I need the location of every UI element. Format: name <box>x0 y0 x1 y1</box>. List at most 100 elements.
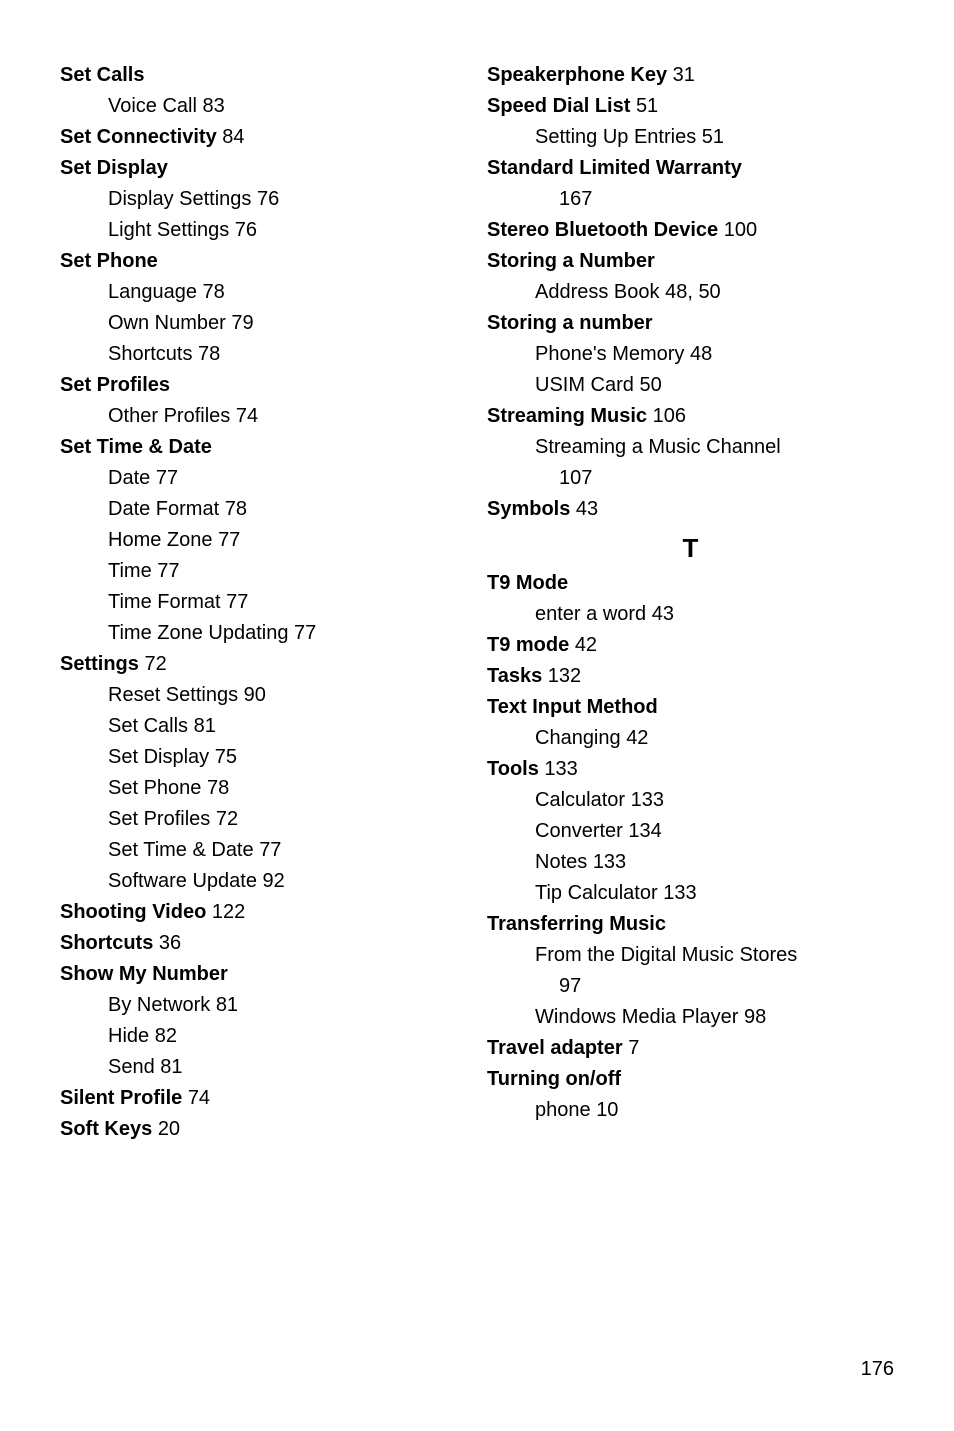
index-sub-entry: enter a word 43 <box>487 599 894 630</box>
index-entry-text: Symbols <box>487 498 570 520</box>
index-sub-entry: Tip Calculator 133 <box>487 878 894 909</box>
index-page-ref[interactable]: 83 <box>203 91 225 122</box>
index-page-ref[interactable]: 51 <box>702 122 724 153</box>
index-page-ref[interactable]: 78 <box>207 773 229 804</box>
index-entry-text: Transferring Music <box>487 913 666 935</box>
index-entry-text: Hide <box>108 1021 149 1052</box>
index-page-ref[interactable]: 20 <box>158 1118 180 1140</box>
index-continuation: 97 <box>487 971 894 1002</box>
index-entry-text: Shortcuts <box>60 932 153 954</box>
index-page-ref[interactable]: 72 <box>144 653 166 675</box>
index-page-ref[interactable]: 134 <box>628 816 661 847</box>
index-page-ref[interactable]: 43 <box>652 599 674 630</box>
index-entry-text: Storing a number <box>487 312 653 334</box>
index-sub-entry: Send 81 <box>60 1052 467 1083</box>
index-entry-text: enter a word <box>535 599 646 630</box>
index-page-ref[interactable]: 133 <box>631 785 664 816</box>
index-page-ref[interactable]: 133 <box>663 878 696 909</box>
index-sub-entry: Software Update 92 <box>60 866 467 897</box>
index-page-ref[interactable]: 81 <box>194 711 216 742</box>
index-head-entry: T9 Mode <box>487 568 894 599</box>
index-entry-text: Notes <box>535 847 587 878</box>
index-page-ref[interactable]: 78 <box>225 494 247 525</box>
index-page-ref[interactable]: 133 <box>593 847 626 878</box>
index-page-ref[interactable]: 77 <box>226 587 248 618</box>
index-page-ref[interactable]: 84 <box>222 126 244 148</box>
index-head-entry: Storing a number <box>487 308 894 339</box>
index-entry-text: Phone's Memory <box>535 339 684 370</box>
index-sub-entry: Set Profiles 72 <box>60 804 467 835</box>
index-page-ref[interactable]: 43 <box>576 498 598 520</box>
section-letter: T <box>487 533 894 564</box>
index-sub-entry: Time 77 <box>60 556 467 587</box>
index-head-entry: Storing a Number <box>487 246 894 277</box>
index-page-ref[interactable]: 78 <box>203 277 225 308</box>
index-entry-text: Set Phone <box>60 250 158 272</box>
index-head-entry: Streaming Music 106 <box>487 401 894 432</box>
index-sub-entry: By Network 81 <box>60 990 467 1021</box>
index-head-entry: Set Display <box>60 153 467 184</box>
index-head-entry: Text Input Method <box>487 692 894 723</box>
index-entry-text: Converter <box>535 816 623 847</box>
index-head-entry: Soft Keys 20 <box>60 1114 467 1145</box>
index-sub-entry: Language 78 <box>60 277 467 308</box>
index-sub-entry: Reset Settings 90 <box>60 680 467 711</box>
index-page-ref[interactable]: 77 <box>259 835 281 866</box>
index-page-ref[interactable]: 81 <box>216 990 238 1021</box>
index-sub-entry: Light Settings 76 <box>60 215 467 246</box>
index-page-ref[interactable]: 77 <box>156 463 178 494</box>
index-entry-text: Light Settings <box>108 215 229 246</box>
index-page-ref[interactable]: 79 <box>231 308 253 339</box>
index-page-ref[interactable]: 90 <box>244 680 266 711</box>
index-sub-entry: Set Phone 78 <box>60 773 467 804</box>
index-page-ref[interactable]: 48, 50 <box>665 277 721 308</box>
index-head-entry: Silent Profile 74 <box>60 1083 467 1114</box>
index-page-ref[interactable]: 92 <box>263 866 285 897</box>
index-page-ref[interactable]: 122 <box>212 901 245 923</box>
index-sub-entry: Address Book 48, 50 <box>487 277 894 308</box>
index-columns: Set CallsVoice Call 83Set Connectivity 8… <box>60 60 894 1145</box>
index-entry-text: Streaming Music <box>487 405 647 427</box>
index-entry-text: Text Input Method <box>487 696 658 718</box>
index-page-ref[interactable]: 82 <box>155 1021 177 1052</box>
index-page-ref[interactable]: 74 <box>236 401 258 432</box>
index-page-ref[interactable]: 48 <box>690 339 712 370</box>
index-page-ref[interactable]: 132 <box>548 665 581 687</box>
index-page-ref[interactable]: 81 <box>160 1052 182 1083</box>
index-page-ref[interactable]: 77 <box>294 618 316 649</box>
index-page-ref[interactable]: 74 <box>188 1087 210 1109</box>
index-page-ref[interactable]: 75 <box>215 742 237 773</box>
index-page-ref[interactable]: 72 <box>216 804 238 835</box>
index-page-ref[interactable]: 76 <box>235 215 257 246</box>
index-page-ref[interactable]: 42 <box>575 634 597 656</box>
index-sub-entry: Streaming a Music Channel <box>487 432 894 463</box>
index-page-ref[interactable]: 106 <box>653 405 686 427</box>
index-page-ref[interactable]: 42 <box>626 723 648 754</box>
index-page-ref[interactable]: 100 <box>724 219 757 241</box>
index-sub-entry: Changing 42 <box>487 723 894 754</box>
index-sub-entry: Notes 133 <box>487 847 894 878</box>
index-page-ref[interactable]: 31 <box>673 64 695 86</box>
index-page-ref[interactable]: 51 <box>636 95 658 117</box>
index-entry-text: Storing a Number <box>487 250 655 272</box>
index-entry-text: Set Calls <box>108 711 188 742</box>
index-entry-text: Set Display <box>108 742 209 773</box>
index-page-ref[interactable]: 36 <box>159 932 181 954</box>
index-entry-text: Tasks <box>487 665 542 687</box>
index-page-ref[interactable]: 77 <box>157 556 179 587</box>
index-page-ref[interactable]: 10 <box>596 1095 618 1126</box>
index-head-entry: Tasks 132 <box>487 661 894 692</box>
index-entry-text: Stereo Bluetooth Device <box>487 219 718 241</box>
index-page-ref[interactable]: 7 <box>628 1037 639 1059</box>
index-page-ref[interactable]: 50 <box>639 370 661 401</box>
index-page-ref[interactable]: 133 <box>544 758 577 780</box>
index-page-ref[interactable]: 76 <box>257 184 279 215</box>
index-page-ref[interactable]: 98 <box>744 1002 766 1033</box>
index-page-ref[interactable]: 78 <box>198 339 220 370</box>
index-sub-entry: Voice Call 83 <box>60 91 467 122</box>
index-sub-entry: From the Digital Music Stores <box>487 940 894 971</box>
index-entry-text: Turning on/off <box>487 1068 621 1090</box>
index-entry-text: Setting Up Entries <box>535 122 696 153</box>
index-page-ref[interactable]: 77 <box>218 525 240 556</box>
index-sub-entry: phone 10 <box>487 1095 894 1126</box>
